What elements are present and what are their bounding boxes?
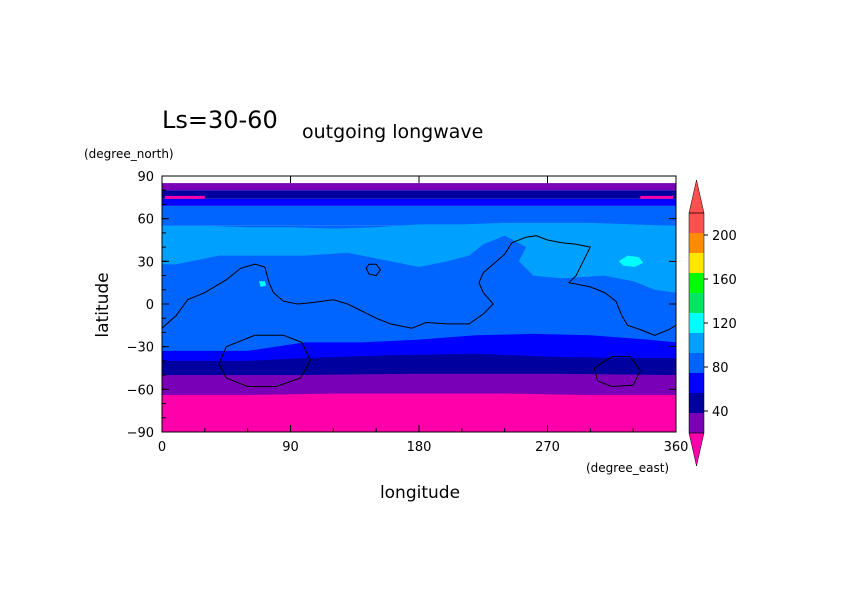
y-tick-label-6: −90 bbox=[127, 426, 154, 441]
colorbar-tick-label-4: 200 bbox=[712, 229, 737, 244]
chart-subtitle: outgoing longwave bbox=[302, 121, 483, 143]
colorbar-tick-label-3: 160 bbox=[712, 273, 737, 288]
y-tick-label-2: 30 bbox=[137, 255, 154, 270]
colorbar: 40 80 120 160 200 bbox=[688, 179, 737, 467]
x-tick-label-0: 0 bbox=[158, 440, 166, 455]
colorbar-segment-7 bbox=[689, 273, 704, 293]
heat-region-7 bbox=[162, 393, 676, 432]
heat-region-6 bbox=[162, 373, 676, 395]
x-unit-label: (degree_east) bbox=[586, 461, 669, 475]
colorbar-segment-0 bbox=[689, 413, 704, 433]
y-tick-label-5: −60 bbox=[127, 383, 154, 398]
y-tick-label-3: 0 bbox=[146, 298, 154, 313]
colorbar-segment-4 bbox=[689, 333, 704, 353]
contour-line-2 bbox=[218, 334, 312, 387]
colorbar-segment-8 bbox=[689, 253, 704, 273]
heat-region-2 bbox=[259, 281, 267, 287]
colorbar-segment-3 bbox=[689, 353, 704, 373]
heat-band-8 bbox=[162, 183, 676, 191]
contour-line-1 bbox=[365, 263, 382, 277]
x-tick-label-3: 270 bbox=[535, 440, 560, 455]
y-tick-label-4: −30 bbox=[127, 341, 154, 356]
colorbar-tick-label-0: 40 bbox=[712, 405, 729, 420]
y-tick-label-0: 90 bbox=[137, 170, 154, 185]
colorbar-over-arrow bbox=[688, 179, 705, 214]
heat-region-4 bbox=[162, 333, 676, 361]
heat-region-9 bbox=[640, 195, 674, 199]
heat-band-6 bbox=[162, 198, 676, 206]
heat-region-1 bbox=[618, 255, 644, 267]
colorbar-tick-label-1: 80 bbox=[712, 361, 729, 376]
contour-line-3 bbox=[594, 356, 641, 388]
heat-region-8 bbox=[164, 195, 205, 199]
colorbar-segment-2 bbox=[689, 373, 704, 393]
colorbar-under-arrow bbox=[688, 432, 705, 467]
colorbar-segment-5 bbox=[689, 313, 704, 333]
x-tick-label-4: 360 bbox=[664, 440, 689, 455]
colorbar-segment-10 bbox=[689, 213, 704, 233]
colorbar-segment-6 bbox=[689, 293, 704, 313]
colorbar-segment-9 bbox=[689, 233, 704, 253]
y-axis-label: latitude bbox=[93, 272, 113, 337]
contour-line-0 bbox=[162, 235, 676, 336]
colorbar-segment-1 bbox=[689, 393, 704, 413]
colorbar-tick-label-2: 120 bbox=[712, 317, 737, 332]
heat-region-3 bbox=[162, 282, 676, 351]
y-unit-label: (degree_north) bbox=[84, 147, 174, 161]
heat-band-5 bbox=[162, 205, 676, 226]
chart-title: Ls=30-60 bbox=[162, 106, 278, 134]
field-layer bbox=[162, 183, 676, 432]
plot-area: 0 90 180 270 360 90 60 30 0 −30 −60 −90 bbox=[127, 170, 689, 455]
x-axis-label: longitude bbox=[380, 483, 460, 503]
heat-region-5 bbox=[162, 353, 676, 376]
y-tick-label-1: 60 bbox=[137, 213, 154, 228]
x-tick-label-2: 180 bbox=[407, 440, 432, 455]
heat-band-7 bbox=[162, 190, 676, 199]
x-tick-label-1: 90 bbox=[282, 440, 299, 455]
